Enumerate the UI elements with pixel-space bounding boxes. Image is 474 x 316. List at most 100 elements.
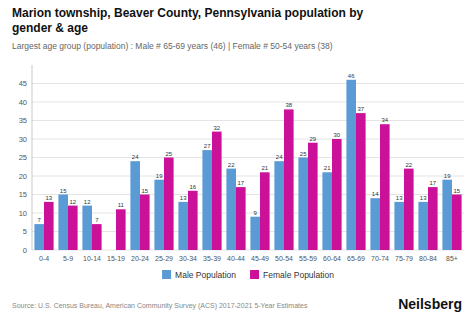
data-label: 37 xyxy=(357,106,364,112)
background xyxy=(0,0,474,316)
x-tick-label: 40-44 xyxy=(227,255,245,262)
y-tick-label: 35 xyxy=(19,116,27,125)
data-label: 12 xyxy=(84,199,91,205)
bar xyxy=(92,224,102,250)
x-tick-label: 20-24 xyxy=(131,255,149,262)
bar xyxy=(34,224,44,250)
bar xyxy=(346,80,356,250)
data-label: 9 xyxy=(254,210,258,216)
x-tick-label: 50-54 xyxy=(275,255,293,262)
bar xyxy=(178,202,188,250)
bar xyxy=(44,202,54,250)
x-tick-label: 0-4 xyxy=(39,255,49,262)
bar xyxy=(164,158,174,251)
legend-swatch xyxy=(162,270,171,279)
bar xyxy=(284,109,294,250)
bar xyxy=(140,195,150,251)
data-label: 34 xyxy=(381,117,388,123)
title-line: Marion township, Beaver County, Pennsylv… xyxy=(12,6,363,20)
source: Source: U.S. Census Bureau, American Com… xyxy=(12,302,308,310)
data-label: 30 xyxy=(333,132,340,138)
data-label: 15 xyxy=(60,188,67,194)
data-label: 13 xyxy=(180,195,187,201)
y-tick-label: 5 xyxy=(23,227,27,236)
bar xyxy=(418,202,428,250)
data-label: 24 xyxy=(132,154,139,160)
x-tick-label: 55-59 xyxy=(299,255,317,262)
y-axis: 051015202530354045 xyxy=(19,65,464,255)
data-label: 13 xyxy=(396,195,403,201)
x-axis: 0-45-910-1415-1920-2425-2930-3435-3940-4… xyxy=(39,255,458,262)
bar xyxy=(236,187,246,250)
bars xyxy=(34,80,461,250)
bar xyxy=(250,217,260,250)
grid-line xyxy=(32,139,464,140)
x-tick-label: 5-9 xyxy=(63,255,73,262)
x-tick-label: 85+ xyxy=(446,255,458,262)
chart: Marion township, Beaver County, Pennsylv… xyxy=(0,0,474,316)
bar xyxy=(452,195,462,251)
data-label: 25 xyxy=(300,151,307,157)
legend-swatch xyxy=(250,270,259,279)
data-label: 7 xyxy=(95,217,99,223)
brand: Neilsberg xyxy=(398,296,462,312)
bar xyxy=(322,172,332,250)
legend: Male Population Female Population xyxy=(162,270,334,280)
x-tick-label: 35-39 xyxy=(203,255,221,262)
data-label: 21 xyxy=(324,165,331,171)
data-label: 16 xyxy=(189,184,196,190)
bar xyxy=(356,113,366,250)
x-tick-label: 70-74 xyxy=(371,255,389,262)
title: Marion township, Beaver County, Pennsylv… xyxy=(12,6,363,35)
y-tick-label: 20 xyxy=(19,172,27,181)
bar xyxy=(106,250,116,251)
data-label: 22 xyxy=(228,162,235,168)
bar xyxy=(260,172,270,250)
data-label: 13 xyxy=(45,195,52,201)
data-labels: 7151224191327229242521461413131913127111… xyxy=(38,73,461,223)
bar xyxy=(68,206,78,250)
grid-line xyxy=(32,157,464,158)
bar xyxy=(274,161,284,250)
y-tick-label: 15 xyxy=(19,190,27,199)
y-tick-label: 30 xyxy=(19,135,27,144)
data-label: 14 xyxy=(372,191,379,197)
subtitle: Largest age group (population) : Male # … xyxy=(12,41,333,51)
bar xyxy=(308,143,318,250)
y-tick-label: 25 xyxy=(19,153,27,162)
bar xyxy=(188,191,198,250)
data-label: 11 xyxy=(118,202,125,208)
grid-line xyxy=(32,176,464,177)
x-tick-label: 15-19 xyxy=(107,255,125,262)
data-label: 24 xyxy=(276,154,283,160)
x-tick-label: 25-29 xyxy=(155,255,173,262)
bar xyxy=(404,169,414,250)
data-label: 22 xyxy=(405,162,412,168)
data-label: 19 xyxy=(156,173,163,179)
data-label: 32 xyxy=(213,125,220,131)
data-label: 21 xyxy=(261,165,268,171)
data-label: 15 xyxy=(453,188,460,194)
y-tick-label: 40 xyxy=(19,98,27,107)
bar xyxy=(332,139,342,250)
bar xyxy=(298,158,308,251)
title-line: gender & age xyxy=(12,21,88,35)
bar xyxy=(226,169,236,250)
bar xyxy=(154,180,164,250)
data-label: 19 xyxy=(444,173,451,179)
bar xyxy=(370,198,380,250)
bar xyxy=(394,202,404,250)
legend-label: Male Population xyxy=(175,270,236,280)
x-tick-label: 75-79 xyxy=(395,255,413,262)
data-label: 29 xyxy=(309,136,316,142)
bar xyxy=(428,187,438,250)
bar xyxy=(82,206,92,250)
x-tick-label: 65-69 xyxy=(347,255,365,262)
data-label: 12 xyxy=(69,199,76,205)
bar xyxy=(442,180,452,250)
grid-line xyxy=(32,83,464,84)
y-tick-label: 45 xyxy=(19,79,27,88)
legend-item: Female Population xyxy=(250,270,334,280)
data-label: 17 xyxy=(237,180,244,186)
bar xyxy=(202,150,212,250)
